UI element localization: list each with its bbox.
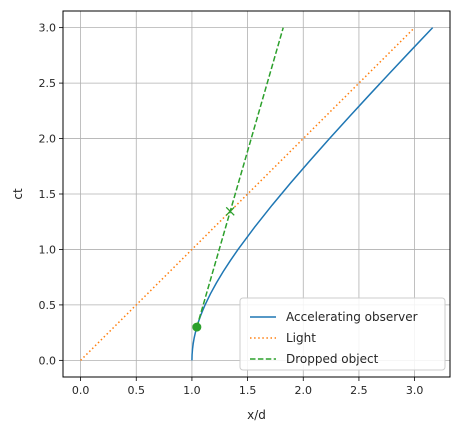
y-axis-label: ct: [11, 188, 25, 200]
legend: Accelerating observer Light Dropped object: [239, 297, 446, 371]
series-layer: [80, 27, 434, 361]
x-tick-label: 1.5: [239, 384, 257, 397]
y-tick-label: 2.5: [39, 77, 57, 90]
x-tick-label: 0.5: [128, 384, 146, 397]
legend-label-2: Dropped object: [286, 352, 379, 366]
x-tick-label: 3.0: [406, 384, 424, 397]
ticks: 0.0 0.5 1.0 1.5 2.0 2.5 3.0 0.0 0.5 1.0 1.5 2.0 2.5 3…: [39, 22, 424, 397]
y-tick-label: 3.0: [39, 22, 57, 35]
x-tick-label: 2.0: [295, 384, 313, 397]
legend-box: [239, 297, 446, 371]
y-tick-label: 0.5: [39, 299, 57, 312]
marker-layer: [192, 206, 235, 332]
x-tick-label: 2.5: [350, 384, 368, 397]
y-tick-label: 0.0: [39, 354, 57, 367]
y-tick-label: 1.0: [39, 243, 57, 256]
x-tick-label: 1.0: [183, 384, 201, 397]
legend-label-1: Light: [286, 331, 316, 345]
grid: [63, 11, 450, 377]
y-tick-label: 2.0: [39, 133, 57, 146]
y-tick-label: 1.5: [39, 188, 57, 201]
series-line-0: [191, 27, 434, 361]
x-tick-label: 0.0: [72, 384, 90, 397]
legend-label-0: Accelerating observer: [286, 310, 418, 324]
x-axis-label: x/d: [247, 408, 266, 422]
series-line-1: [80, 27, 416, 361]
point-marker-x: [225, 206, 235, 216]
point-marker-circle: [192, 322, 202, 332]
series-line-2: [196, 27, 284, 328]
